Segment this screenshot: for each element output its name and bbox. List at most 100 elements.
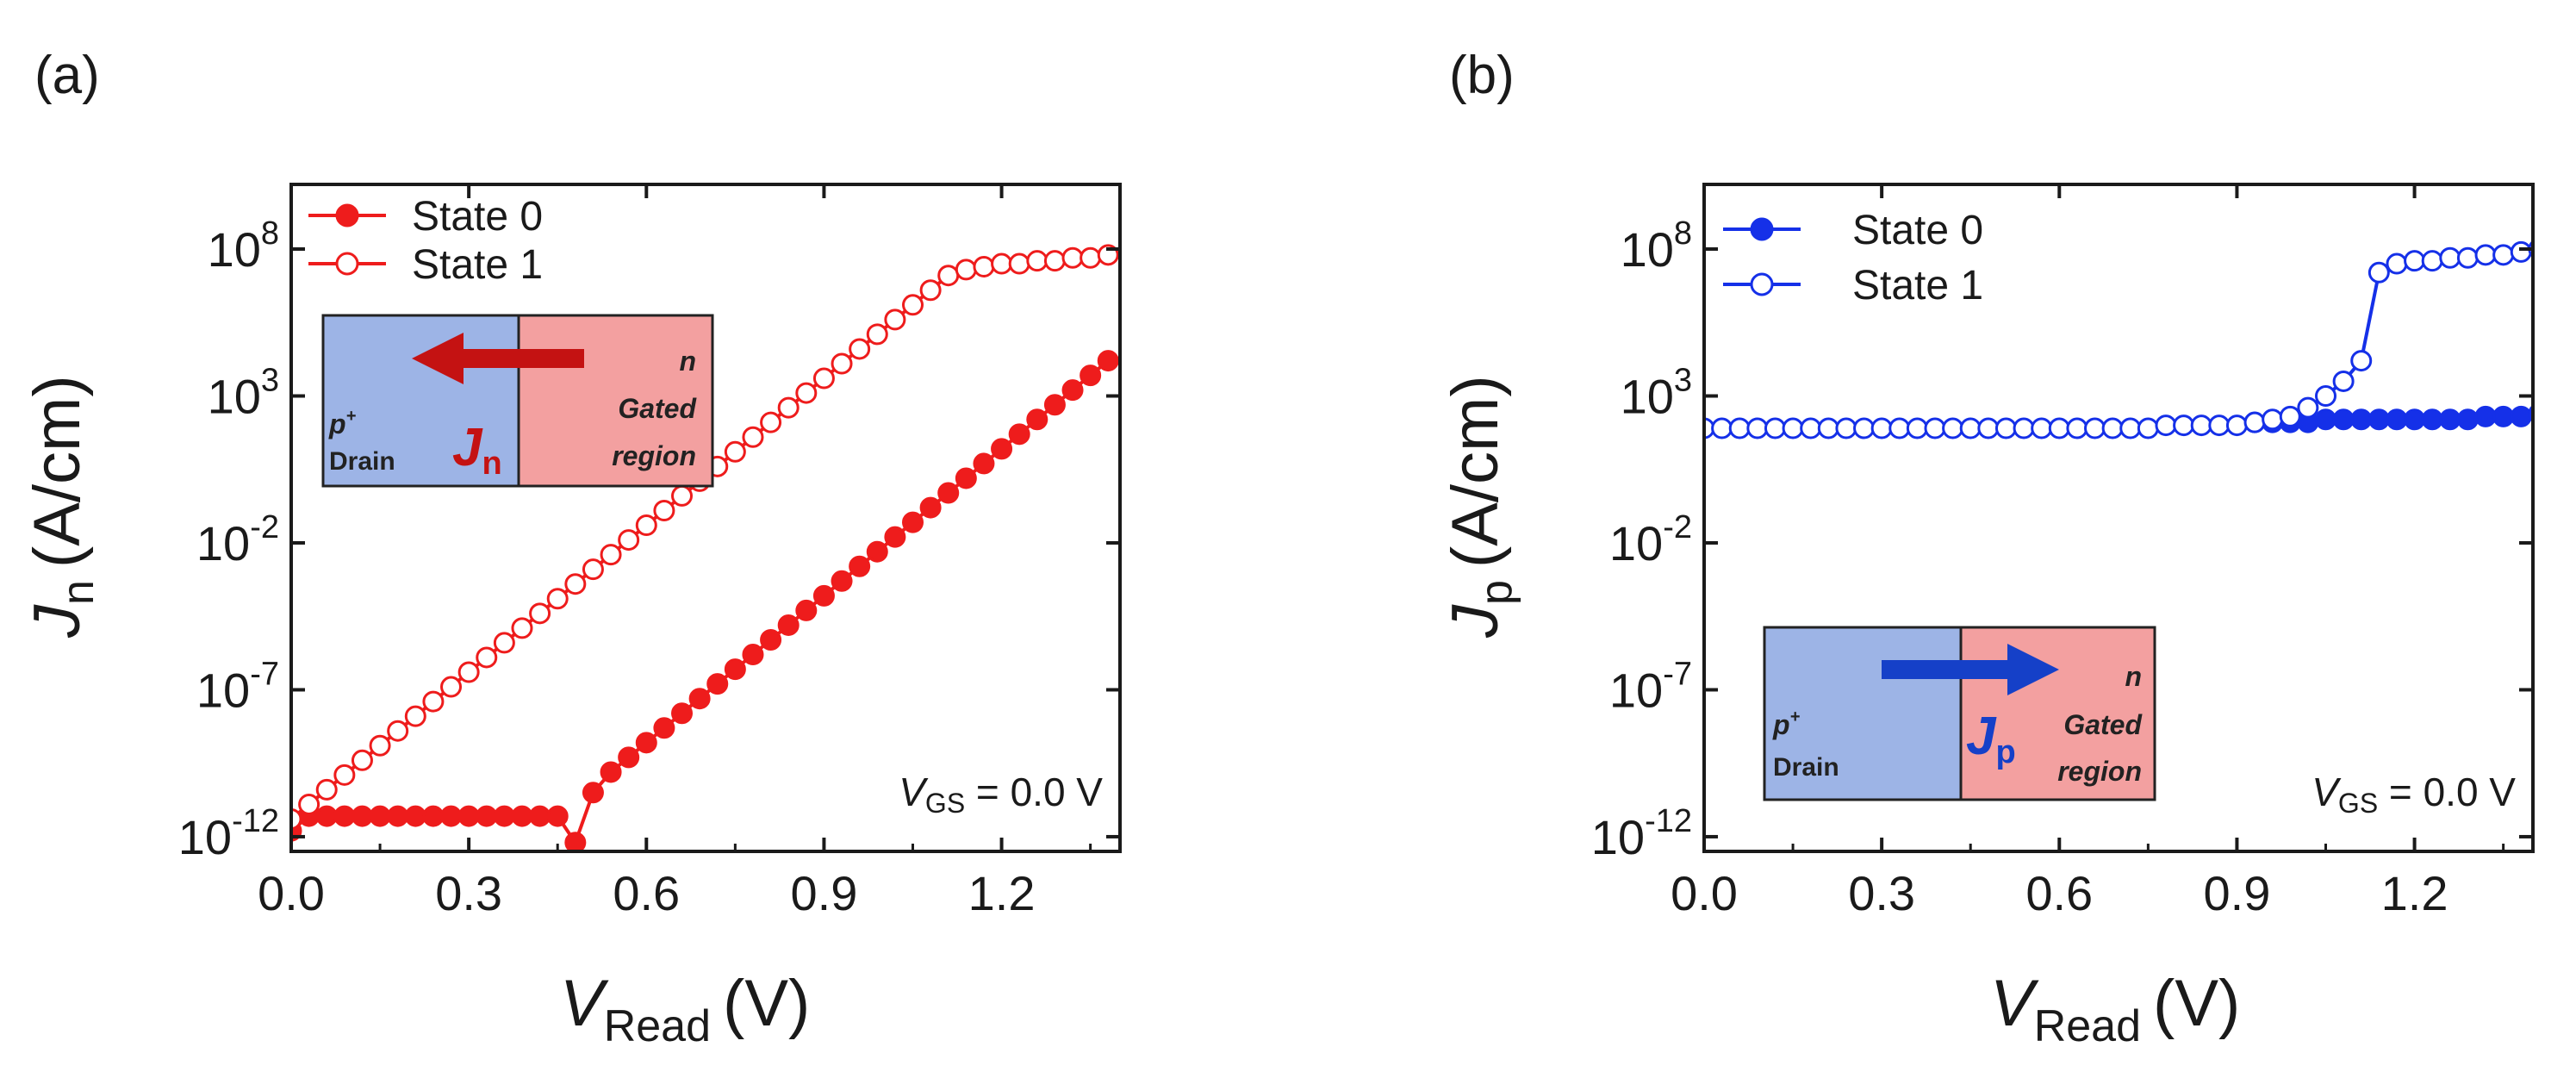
inset-a: p+ Drain Jn n Gated region [321, 314, 714, 488]
y-tick-label: 10-2 [196, 509, 279, 570]
data-point-state-1 [919, 279, 942, 302]
plot-b-legend: State 0 State 1 [1723, 208, 1983, 309]
data-point-state-1 [866, 323, 888, 346]
legend-a-state0-marker [335, 203, 359, 227]
plot-b-vgs-annotation: VGS = 0.0 V [2312, 770, 2516, 819]
data-point-state-1 [2031, 417, 2053, 439]
data-point-state-1 [2439, 246, 2461, 269]
data-point-state-0 [2492, 405, 2515, 427]
data-point-state-1 [546, 588, 569, 610]
x-tick-label: 0.9 [790, 866, 857, 920]
data-point-state-0 [315, 805, 338, 827]
panel-a: (a) 0.0 0.3 0.6 0.9 1.2 108 103 10-2 10-7 10-12 S… [21, 46, 1122, 1051]
data-point-state-1 [1800, 417, 1822, 439]
data-point-state-1 [795, 382, 818, 404]
data-point-state-0 [706, 673, 729, 695]
data-point-state-1 [2474, 244, 2497, 266]
x-tick-label: 1.2 [2381, 866, 2448, 920]
data-point-state-1 [1061, 246, 1084, 269]
data-point-state-0 [1097, 350, 1119, 372]
data-point-state-1 [653, 499, 675, 521]
inset-a-gated-region [519, 315, 712, 486]
data-point-state-0 [777, 614, 800, 636]
data-point-state-1 [724, 440, 746, 463]
data-point-state-1 [1746, 417, 1769, 439]
data-point-state-1 [422, 690, 445, 713]
inset-b-n-label: n [2125, 661, 2142, 692]
data-point-state-0 [1043, 394, 1066, 416]
data-point-state-0 [884, 526, 906, 548]
y-tick-label: 10-7 [1609, 656, 1692, 717]
data-point-state-1 [476, 646, 498, 669]
plot-a-legend: State 0 State 1 [308, 194, 543, 288]
x-tick-label: 0.3 [435, 866, 502, 920]
data-point-state-1 [582, 558, 604, 581]
data-point-state-0 [653, 717, 675, 739]
data-point-state-1 [1959, 417, 1982, 439]
data-point-state-0 [866, 540, 888, 563]
legend-a-state0-label: State 0 [412, 194, 543, 240]
data-point-state-1 [298, 793, 320, 815]
data-point-state-0 [902, 511, 924, 533]
legend-b-state0-marker [1750, 217, 1774, 241]
data-point-state-1 [618, 529, 640, 552]
data-point-state-1 [511, 617, 533, 639]
data-point-state-1 [1835, 417, 1857, 439]
data-point-state-1 [1888, 417, 1911, 439]
plot-b-data [1704, 240, 2533, 439]
plot-b-ylabel: Jp(A/cm) [1439, 375, 1521, 639]
plot-a-data [291, 244, 1119, 851]
data-point-state-0 [351, 805, 373, 827]
legend-b-state1-label: State 1 [1852, 263, 1983, 309]
data-point-state-0 [1026, 408, 1048, 431]
data-point-state-0 [422, 805, 445, 827]
plot-a-vgs-annotation: VGS = 0.0 V [899, 770, 1103, 819]
data-point-state-0 [688, 688, 711, 710]
inset-b-current-label: Jp [1966, 707, 2016, 770]
data-point-state-1 [635, 514, 657, 537]
data-point-state-1 [1080, 246, 1102, 269]
data-point-state-0 [742, 644, 764, 666]
data-point-state-0 [724, 658, 746, 681]
data-point-state-0 [511, 805, 533, 827]
data-point-state-1 [2456, 246, 2479, 269]
data-point-state-1 [902, 294, 924, 316]
data-point-state-1 [600, 544, 622, 566]
y-tick-label: 10-2 [1609, 509, 1692, 570]
data-point-state-0 [812, 584, 835, 607]
x-tick-label: 0.0 [258, 866, 325, 920]
data-point-state-0 [671, 702, 694, 725]
data-point-state-0 [973, 452, 995, 475]
data-point-state-1 [457, 661, 480, 683]
data-point-state-0 [849, 555, 871, 577]
data-point-state-1 [2297, 396, 2319, 419]
x-tick-label: 1.2 [968, 866, 1036, 920]
data-point-state-1 [2421, 250, 2443, 272]
data-point-state-1 [2350, 350, 2373, 372]
data-point-state-1 [742, 426, 764, 448]
data-point-state-0 [333, 805, 356, 827]
data-point-state-0 [795, 599, 818, 621]
data-point-state-1 [1924, 417, 1946, 439]
data-point-state-0 [2404, 408, 2426, 431]
data-point-state-1 [291, 807, 302, 830]
data-point-state-1 [1977, 417, 2000, 439]
inset-a-drain-label: Drain [329, 447, 395, 476]
data-point-state-1 [1817, 417, 1839, 439]
data-point-state-1 [991, 252, 1013, 275]
data-point-state-1 [831, 352, 853, 375]
legend-b-state0-label: State 0 [1852, 208, 1983, 253]
data-point-state-1 [2332, 370, 2355, 392]
data-point-state-1 [812, 367, 835, 390]
data-point-state-0 [2456, 408, 2479, 431]
inset-a-p-label: p+ [328, 407, 357, 439]
data-point-state-0 [955, 467, 977, 489]
y-tick-label: 10-7 [196, 656, 279, 717]
panel-a-label: (a) [34, 46, 100, 105]
inset-b: p+ Drain Jp n Gated region [1763, 626, 2156, 801]
data-point-state-0 [493, 805, 515, 827]
data-point-state-1 [2173, 414, 2195, 437]
data-point-state-1 [404, 705, 426, 727]
data-point-state-0 [1080, 365, 1102, 387]
